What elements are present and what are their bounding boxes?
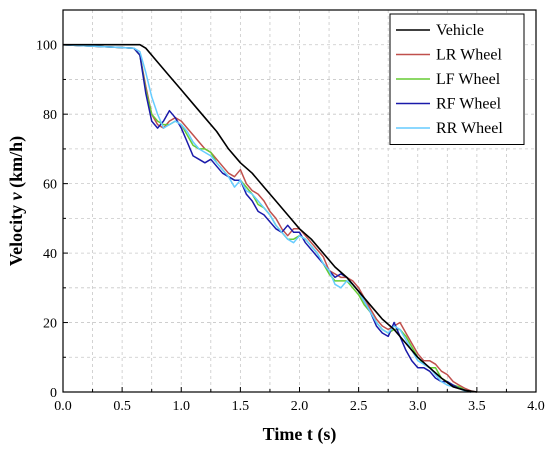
x-axis-title: Time t (s) — [263, 424, 337, 445]
x-tick-label: 4.0 — [527, 399, 545, 414]
y-tick-label: 80 — [43, 108, 57, 123]
x-tick-label: 0.5 — [113, 399, 131, 414]
y-axis-title-prefix: Velocity — [6, 200, 26, 266]
legend-label: RR Wheel — [436, 120, 503, 137]
y-axis-title: Velocity v (km/h) — [6, 136, 27, 266]
legend-label: Vehicle — [436, 22, 484, 39]
x-tick-label: 3.0 — [409, 399, 427, 414]
series-line-vehicle — [63, 43, 478, 393]
legend-label: RF Wheel — [436, 96, 502, 113]
y-tick-label: 40 — [43, 247, 57, 262]
axis-ticks: 0.0 0.5 1.0 1.5 2.0 2.5 3.0 3.5 4.0 0 20 40 60 80 100 — [36, 39, 545, 414]
x-tick-label: 2.0 — [291, 399, 309, 414]
y-tick-label: 20 — [43, 317, 57, 332]
y-axis-title-suffix: (km/h) — [6, 136, 27, 193]
y-tick-label: 60 — [43, 178, 57, 193]
legend-label: LF Wheel — [436, 71, 501, 88]
x-tick-label: 3.5 — [468, 399, 486, 414]
legend-label: LR Wheel — [436, 47, 502, 64]
x-tick-label: 2.5 — [350, 399, 368, 414]
legend: Vehicle LR Wheel LF Wheel RF Wheel RR Wheel — [389, 13, 525, 145]
x-tick-label: 0.0 — [54, 399, 72, 414]
y-tick-label: 0 — [50, 386, 57, 401]
x-tick-label: 1.0 — [173, 399, 191, 414]
grid — [63, 10, 536, 392]
y-axis-title-symbol: v — [6, 191, 26, 200]
y-tick-label: 100 — [36, 39, 57, 54]
series-line-rf-wheel — [62, 43, 472, 393]
x-tick-label: 1.5 — [232, 399, 250, 414]
series-layer — [62, 43, 478, 393]
